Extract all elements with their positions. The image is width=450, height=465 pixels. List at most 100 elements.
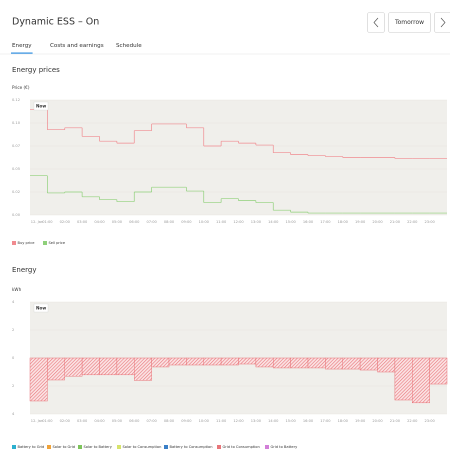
legend-swatch xyxy=(43,241,47,245)
legend-label[interactable]: Solar to Grid xyxy=(53,445,76,449)
energy-bar xyxy=(395,358,412,400)
x-tick-label: 02:00 xyxy=(60,220,71,224)
energy-bar xyxy=(186,358,203,365)
x-tick-label: 05:00 xyxy=(112,419,123,423)
legend-swatch xyxy=(117,445,121,449)
x-tick-label: 05:00 xyxy=(112,220,123,224)
energy-bar xyxy=(256,358,273,367)
legend-label[interactable]: Battery to Consumption xyxy=(170,445,213,449)
tab[interactable]: Schedule xyxy=(116,43,142,49)
legend-swatch xyxy=(12,241,16,245)
y-tick-label: 4 xyxy=(12,300,15,304)
prev-day-button[interactable] xyxy=(368,13,385,33)
x-tick-label: 11:00 xyxy=(216,419,227,423)
next-day-button[interactable] xyxy=(435,13,450,33)
section-heading: Energy prices xyxy=(12,66,60,74)
axis-title: Price (€) xyxy=(12,85,30,90)
legend-label[interactable]: Solar to Battery xyxy=(84,445,113,449)
now-marker: Now xyxy=(34,102,48,110)
legend-label[interactable]: Grid to Consumption xyxy=(223,445,260,449)
now-marker: Now xyxy=(34,304,48,312)
day-label: Tomorrow xyxy=(394,19,424,26)
energy-bar xyxy=(291,358,308,368)
x-tick-label: 21:00 xyxy=(390,220,401,224)
legend-label[interactable]: Grid to Battery xyxy=(271,445,299,449)
x-tick-label: 23:00 xyxy=(424,220,435,224)
energy-bar xyxy=(308,358,325,368)
y-tick-label: 0.07 xyxy=(12,144,20,148)
x-tick-label: 14:00 xyxy=(268,419,279,423)
y-tick-label: 0.10 xyxy=(12,121,21,125)
tab[interactable]: Costs and earnings xyxy=(50,43,104,49)
x-tick-label: 07:00 xyxy=(146,419,157,423)
x-tick-label: 11:00 xyxy=(216,220,227,224)
y-tick-label: 0.12 xyxy=(12,98,20,102)
tab-underline xyxy=(11,53,33,54)
energy-bar xyxy=(30,358,47,401)
x-tick-label: 03:00 xyxy=(77,419,88,423)
x-tick-label: 22:00 xyxy=(407,220,418,224)
energy-bar xyxy=(239,358,256,364)
energy-bar xyxy=(221,358,238,365)
energy-bar xyxy=(273,358,290,368)
x-tick-label: 19:00 xyxy=(355,220,366,224)
legend-swatch xyxy=(265,445,269,449)
x-tick-label: 01:00 xyxy=(42,419,53,423)
x-tick-label: 20:00 xyxy=(372,220,383,224)
x-tick-label: 15:00 xyxy=(285,419,296,423)
x-tick-label: 12:00 xyxy=(233,419,244,423)
section-heading: Energy xyxy=(12,266,37,274)
x-tick-label: 10:00 xyxy=(199,419,210,423)
energy-bar xyxy=(47,358,64,380)
energy-bar xyxy=(152,358,169,367)
x-tick-label: 14:00 xyxy=(268,220,279,224)
x-tick-label: 20:00 xyxy=(372,419,383,423)
legend-label[interactable]: Buy price xyxy=(18,241,36,245)
x-tick-label: 06:00 xyxy=(129,419,140,423)
x-tick-label: 17:00 xyxy=(320,419,331,423)
day-button[interactable]: Tomorrow xyxy=(389,13,431,33)
energy-bar xyxy=(204,358,221,365)
x-tick-label: 07:00 xyxy=(146,220,157,224)
y-tick-label: 4 xyxy=(12,412,15,416)
energy-bar xyxy=(117,358,134,375)
energy-bar xyxy=(430,358,447,384)
energy-bar xyxy=(325,358,342,369)
now-label: Now xyxy=(36,103,46,108)
now-label: Now xyxy=(36,305,46,310)
x-tick-label: 06:00 xyxy=(129,220,140,224)
legend-label[interactable]: Battery to Grid xyxy=(18,445,45,449)
energy-bar xyxy=(343,358,360,369)
x-tick-label: 18:00 xyxy=(338,419,349,423)
x-tick-label: 03:00 xyxy=(77,220,88,224)
page-title: Dynamic ESS – On xyxy=(12,17,99,28)
x-tick-label: 22:00 xyxy=(407,419,418,423)
legend-swatch xyxy=(78,445,82,449)
energy-bar xyxy=(378,358,395,372)
legend-swatch xyxy=(47,445,51,449)
legend-swatch xyxy=(164,445,168,449)
x-tick-label: 23:00 xyxy=(424,419,435,423)
x-tick-label: 16:00 xyxy=(303,220,314,224)
x-tick-label: 21:00 xyxy=(390,419,401,423)
x-tick-label: 16:00 xyxy=(303,419,314,423)
y-tick-label: 0 xyxy=(12,356,15,360)
energy-bar xyxy=(82,358,99,375)
axis-title: kWh xyxy=(12,287,22,292)
y-tick-label: 0.02 xyxy=(12,190,20,194)
tab[interactable]: Energy xyxy=(12,43,32,49)
energy-bar xyxy=(134,358,151,380)
x-tick-label: 08:00 xyxy=(164,220,175,224)
energy-bar xyxy=(412,358,429,403)
y-tick-label: 0.05 xyxy=(12,167,20,171)
legend-label[interactable]: Sell price xyxy=(49,241,66,245)
y-tick-label: 2 xyxy=(12,384,14,388)
y-tick-label: 0.00 xyxy=(12,213,21,217)
x-tick-label: 04:00 xyxy=(94,419,105,423)
energy-bar xyxy=(169,358,186,365)
x-tick-label: 17:00 xyxy=(320,220,331,224)
x-tick-label: 13:00 xyxy=(251,419,262,423)
legend-label[interactable]: Solar to Consumption xyxy=(123,445,162,449)
